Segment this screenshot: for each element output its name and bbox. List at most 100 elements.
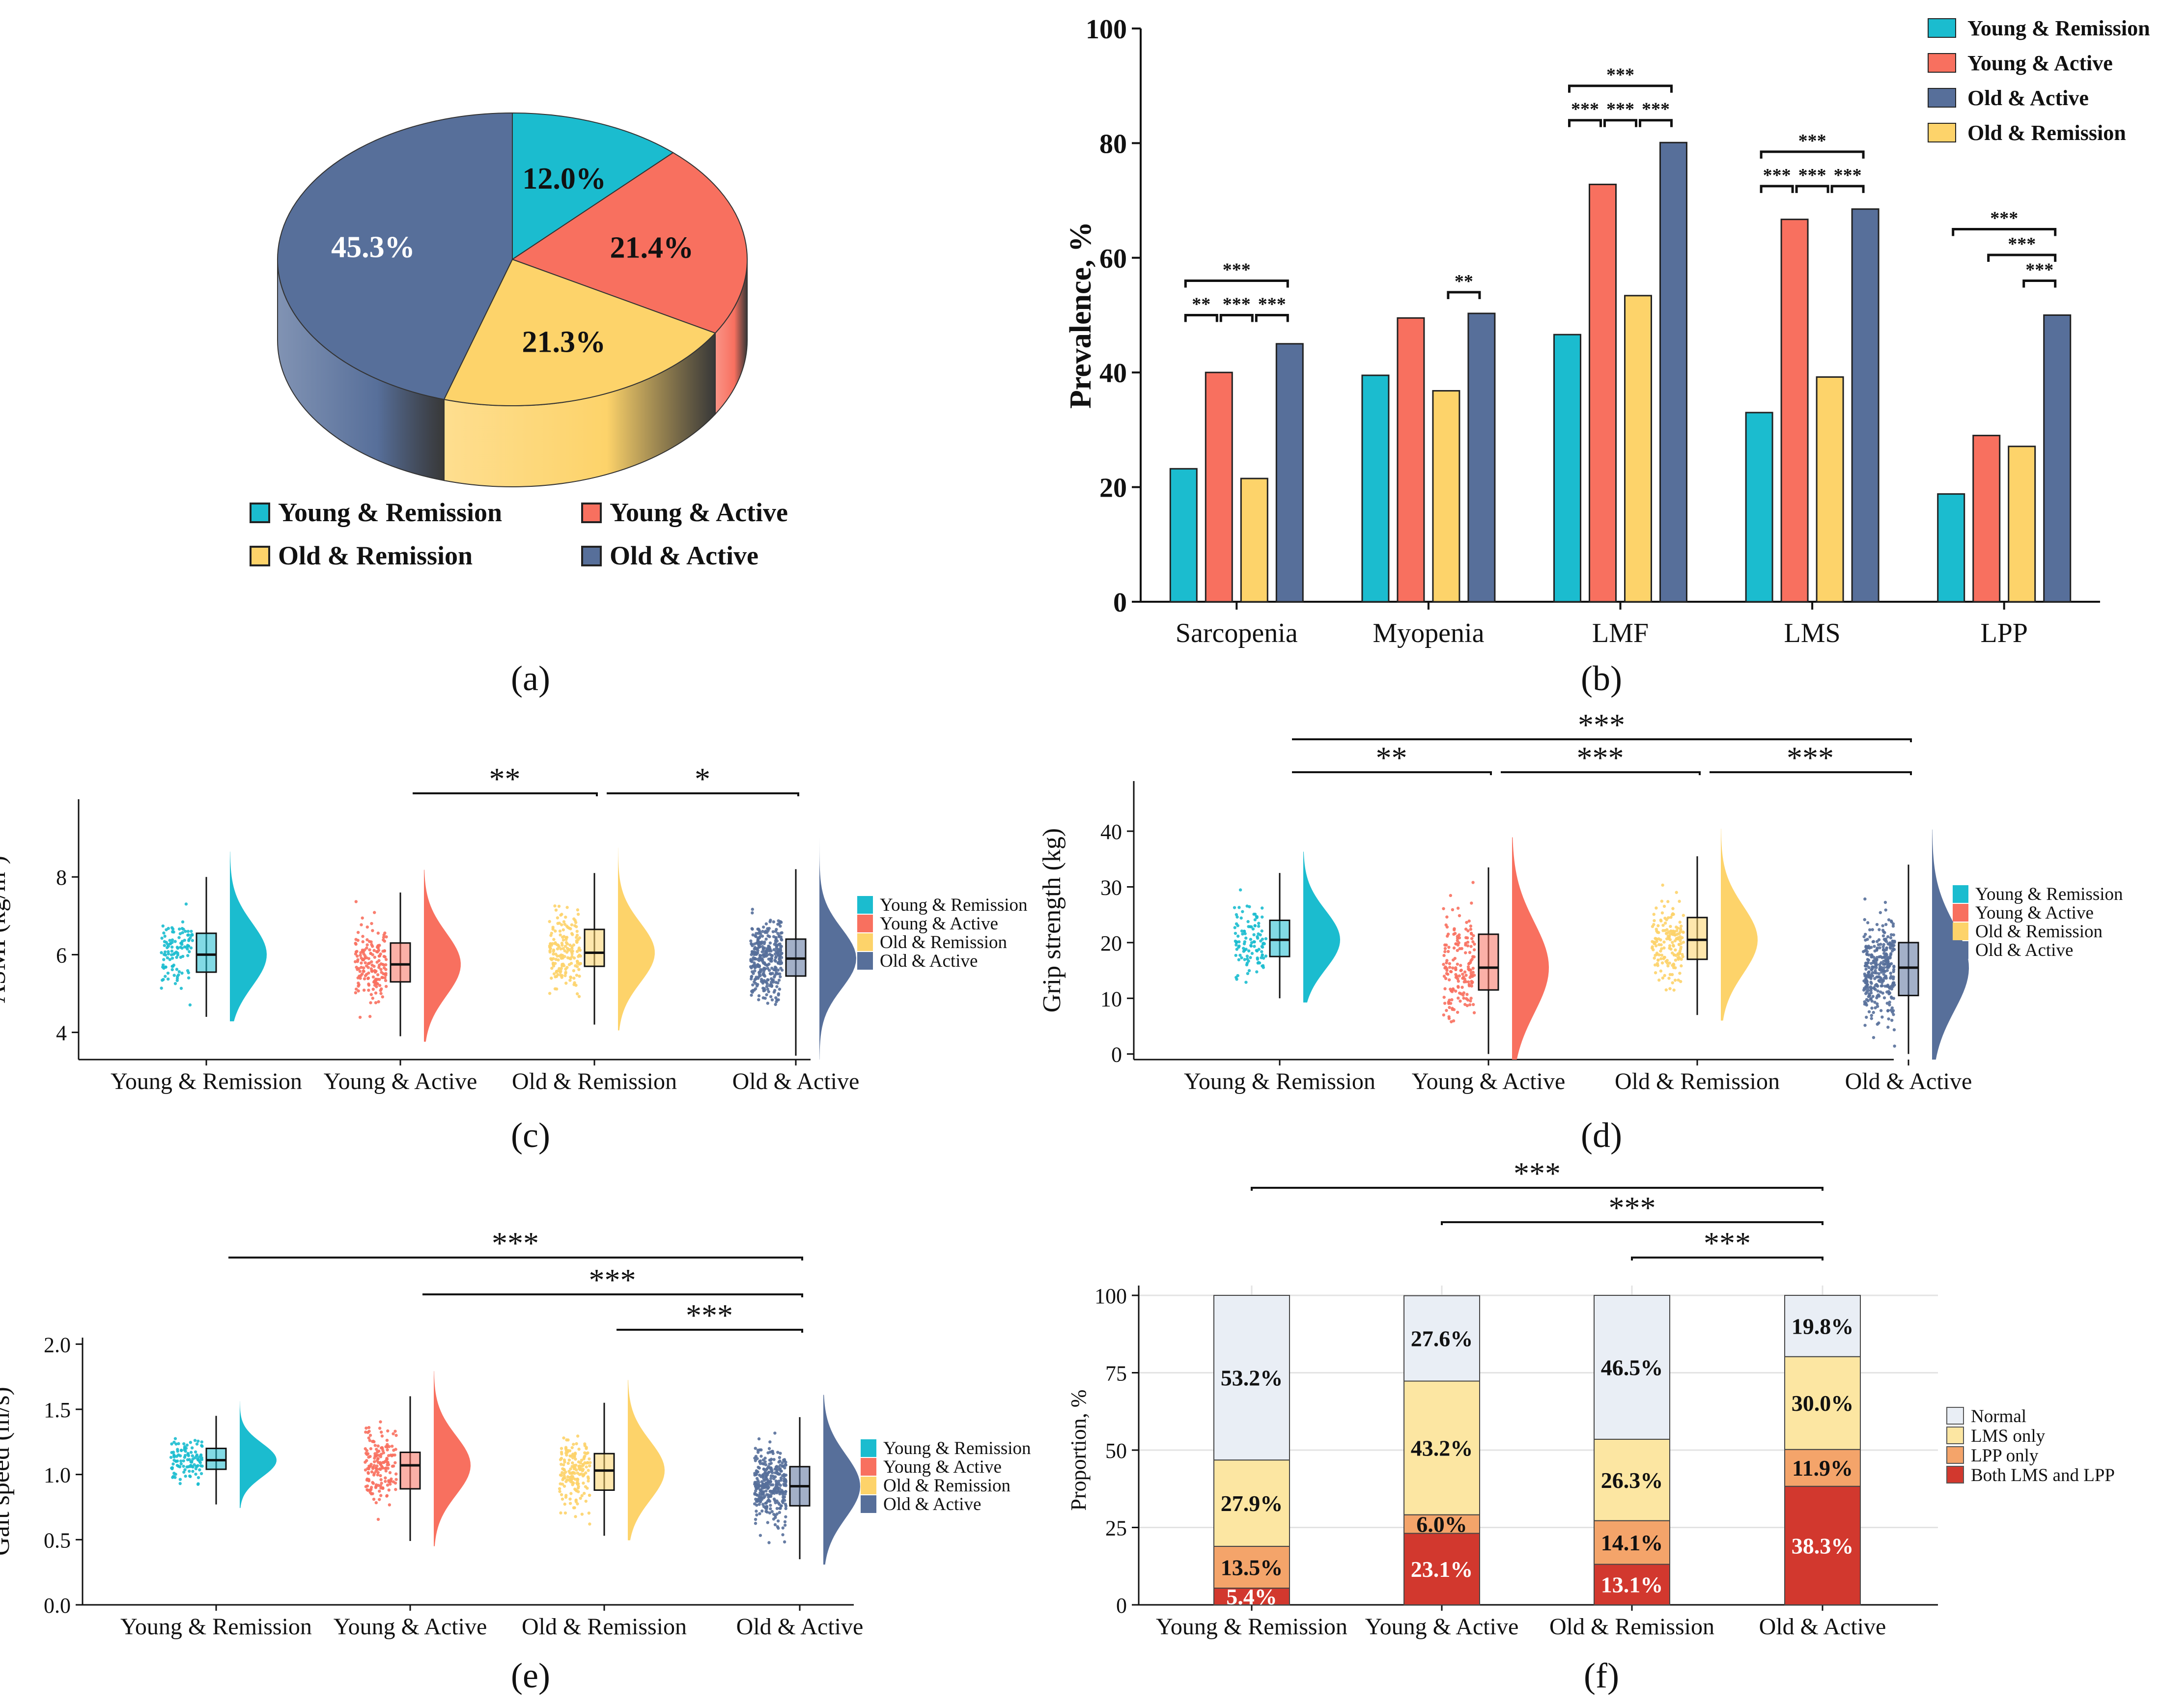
data-point (1671, 907, 1675, 910)
significance-bracket (1447, 291, 1481, 299)
data-point (377, 949, 381, 952)
data-point (177, 936, 181, 939)
data-point (1241, 932, 1244, 936)
data-point (1867, 988, 1870, 992)
data-point (1887, 963, 1890, 967)
segment-label: 46.5% (1601, 1355, 1663, 1380)
density-young-and-active (1512, 837, 1549, 1060)
data-point (561, 928, 565, 932)
data-point (777, 993, 780, 997)
data-point (363, 954, 367, 957)
y-tick-label: 20 (1099, 473, 1127, 504)
data-point (384, 973, 388, 977)
data-point (188, 950, 191, 953)
data-point (371, 1440, 374, 1443)
data-point (1670, 973, 1674, 977)
data-point (191, 933, 194, 937)
segment-normal (1784, 1295, 1861, 1357)
data-point (183, 1468, 187, 1472)
significance-label: *** (1704, 1226, 1751, 1260)
data-point (188, 1003, 192, 1007)
legend-label: Young & Active (880, 914, 998, 934)
data-point (563, 1502, 566, 1506)
data-point (767, 969, 771, 972)
density-old-and-remission (628, 1380, 665, 1540)
data-point (369, 1001, 372, 1005)
data-point (1445, 967, 1449, 970)
data-point (1893, 1044, 1896, 1048)
data-point (357, 984, 360, 988)
data-point (775, 945, 779, 948)
y-tick-label: 100 (1094, 1284, 1127, 1308)
data-point (379, 1430, 383, 1434)
data-point (1470, 980, 1473, 983)
data-point (776, 1451, 780, 1454)
data-point (758, 1512, 761, 1515)
data-point (573, 1506, 576, 1510)
data-point (774, 956, 778, 959)
data-point (1465, 1004, 1469, 1008)
data-point (1244, 980, 1248, 984)
data-point (561, 1467, 564, 1471)
data-point (1445, 959, 1449, 962)
data-point (1673, 931, 1676, 934)
data-point (1869, 977, 1873, 980)
data-point (563, 1460, 566, 1464)
data-point (385, 1457, 389, 1461)
data-point (161, 979, 164, 982)
data-point (1892, 948, 1896, 952)
data-point (761, 925, 765, 929)
segment-both-lms-and-lpp (1403, 1533, 1480, 1605)
data-point (572, 969, 576, 973)
data-point (1892, 970, 1895, 974)
data-point (588, 1493, 591, 1497)
data-point (561, 947, 565, 951)
data-point (777, 998, 780, 1002)
data-point (1679, 924, 1683, 928)
data-point (764, 1474, 768, 1478)
data-point (1456, 906, 1460, 910)
data-point (1249, 938, 1253, 941)
data-point (584, 1499, 588, 1503)
data-point (574, 1498, 578, 1502)
data-point (1672, 962, 1675, 966)
data-point (777, 1501, 780, 1505)
data-point (1469, 971, 1473, 975)
data-point (376, 1444, 380, 1448)
data-point (751, 989, 755, 992)
data-point (1672, 966, 1676, 969)
data-point (1651, 945, 1654, 949)
significance-bracket (1952, 227, 2057, 236)
data-point (1465, 993, 1469, 996)
bar-old-and-remission-lms (1816, 376, 1844, 603)
data-point (763, 988, 766, 992)
data-point (1884, 974, 1888, 978)
data-point (758, 1500, 762, 1504)
data-point (1260, 929, 1263, 933)
bar-young-and-remission-lms (1745, 412, 1773, 603)
y-tick-label: 20 (1100, 931, 1122, 955)
density-old-and-active (1932, 829, 1969, 1060)
data-point (1472, 948, 1476, 952)
data-point (1242, 929, 1246, 933)
data-point (1879, 961, 1883, 964)
data-point (758, 955, 762, 959)
data-point (1880, 984, 1884, 987)
data-point (577, 968, 581, 971)
data-point (779, 949, 783, 952)
data-point (378, 978, 381, 981)
x-tick-label: LMS (1784, 618, 1841, 648)
y-axis-title: Proportion, % (1066, 1390, 1091, 1511)
data-point (383, 976, 387, 980)
data-point (560, 923, 563, 926)
legend-label: LMS only (1971, 1426, 2046, 1446)
data-point (1865, 982, 1869, 986)
data-point (187, 933, 190, 937)
data-point (761, 1483, 765, 1486)
data-point (186, 947, 189, 951)
data-point (1889, 933, 1893, 937)
data-point (756, 963, 760, 967)
data-point (1261, 945, 1264, 949)
data-point (548, 920, 551, 924)
